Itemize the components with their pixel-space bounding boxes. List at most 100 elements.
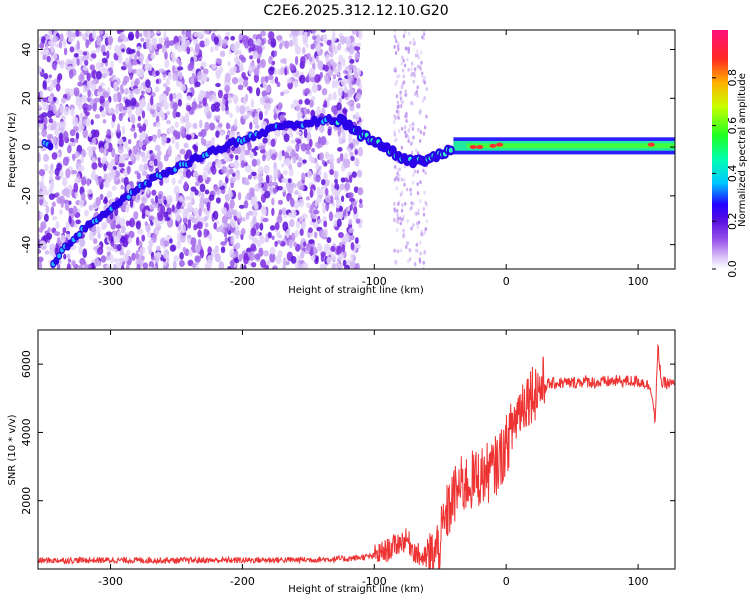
heatmap-noise-cell [118,54,123,64]
heatmap-ridge-peak [126,194,131,200]
heatmap-noise-cell [97,232,101,239]
heatmap-noise-cell [131,48,136,54]
heatmap-noise-cell [406,57,409,62]
heatmap-noise-cell [229,162,235,168]
heatmap-noise-cell [82,128,88,139]
heatmap-noise-cell [425,114,428,119]
heatmap-noise-cell [92,202,97,208]
heatmap-noise-cell [306,202,311,209]
heatmap-noise-cell [58,40,63,49]
heatmap-noise-cell [204,189,210,195]
heatmap-noise-cell [174,121,180,128]
heatmap-noise-cell [39,212,44,218]
heatmap-noise-cell [47,95,53,103]
heatmap-noise-cell [165,78,171,86]
heatmap-noise-cell [126,165,131,175]
heatmap-noise-cell [191,197,195,206]
heatmap-noise-cell [93,97,100,103]
heatmap-noise-cell [417,220,421,225]
heatmap-noise-cell [118,113,123,122]
heatmap-noise-cell [211,63,217,70]
heatmap-noise-cell [401,55,404,60]
heatmap-noise-cell [271,181,278,186]
heatmap-noise-cell [399,221,402,226]
heatmap-noise-cell [215,130,220,138]
heatmap-noise-cell [328,70,333,77]
heatmap-noise-cell [263,250,270,257]
heatmap-noise-cell [42,54,47,61]
heatmap-noise-cell [226,169,230,179]
heatmap-noise-cell [286,145,293,154]
heatmap-noise-cell [269,246,276,255]
heatmap-noise-cell [411,126,415,131]
heatmap-noise-cell [133,88,140,95]
heatmap-noise-cell [203,216,208,222]
heatmap-noise-cell [399,216,402,221]
heatmap-noise-cell [229,112,234,118]
heatmap-noise-cell [320,30,327,33]
heatmap-noise-cell [410,226,413,231]
heatmap-noise-cell [281,150,285,157]
heatmap-noise-cell [85,118,91,127]
heatmap-noise-cell [197,229,202,238]
heatmap-noise-cell [187,218,192,229]
heatmap-noise-cell [350,234,355,241]
heatmap-noise-cell [236,211,242,219]
colorbar-gradient [712,30,728,269]
heatmap-noise-cell [305,75,310,82]
heatmap-y-tick-label: 40 [20,43,33,57]
heatmap-noise-cell [150,95,154,106]
heatmap-noise-cell [118,102,124,112]
heatmap-noise-cell [114,207,119,217]
heatmap-noise-cell [90,119,94,126]
heatmap-noise-cell [350,155,355,162]
heatmap-noise-cell [404,46,408,51]
heatmap-noise-cell [199,40,206,48]
heatmap-noise-cell [265,102,271,111]
heatmap-noise-cell [393,30,397,33]
heatmap-noise-cell [346,43,351,48]
heatmap-noise-cell [258,145,266,150]
heatmap-noise-cell [65,188,71,198]
heatmap-noise-cell [233,159,240,170]
heatmap-noise-cell [237,84,244,91]
heatmap-noise-cell [257,181,262,189]
heatmap-noise-cell [52,35,59,43]
heatmap-noise-cell [314,199,319,207]
heatmap-noise-cell [120,236,126,243]
heatmap-noise-cell [320,186,324,197]
heatmap-noise-cell [393,207,396,212]
heatmap-noise-cell [321,88,328,96]
heatmap-noise-cell [48,193,55,200]
heatmap-noise-cell [222,42,227,48]
heatmap-noise-cell [40,89,44,99]
heatmap-noise-cell [185,195,192,201]
heatmap-noise-cell [216,58,223,65]
heatmap-noise-cell [256,57,261,64]
heatmap-noise-cell [417,55,421,60]
heatmap-noise-cell [230,219,236,228]
heatmap-noise-cell [358,203,364,209]
heatmap-noise-cell [124,88,129,96]
heatmap-noise-cell [64,201,70,211]
heatmap-noise-cell [44,250,50,255]
heatmap-noise-cell [308,227,313,234]
heatmap-noise-cell [271,153,277,161]
heatmap-noise-cell [292,99,300,105]
heatmap-noise-cell [396,212,399,217]
heatmap-noise-cell [331,39,335,49]
heatmap-noise-cell [172,260,177,269]
heatmap-noise-cell [78,73,85,82]
heatmap-noise-cell [121,177,125,183]
heatmap-noise-cell [49,83,54,92]
heatmap-band-core [466,143,675,149]
snr-x-tick-label: -200 [230,575,255,588]
heatmap-noise-cell [168,126,175,134]
heatmap-noise-cell [138,68,145,78]
heatmap-noise-cell [398,73,401,78]
heatmap-noise-cell [393,217,396,222]
heatmap-noise-cell [136,46,141,51]
heatmap-noise-cell [121,125,126,135]
heatmap-noise-cell [70,107,75,117]
heatmap-noise-cell [82,51,88,56]
